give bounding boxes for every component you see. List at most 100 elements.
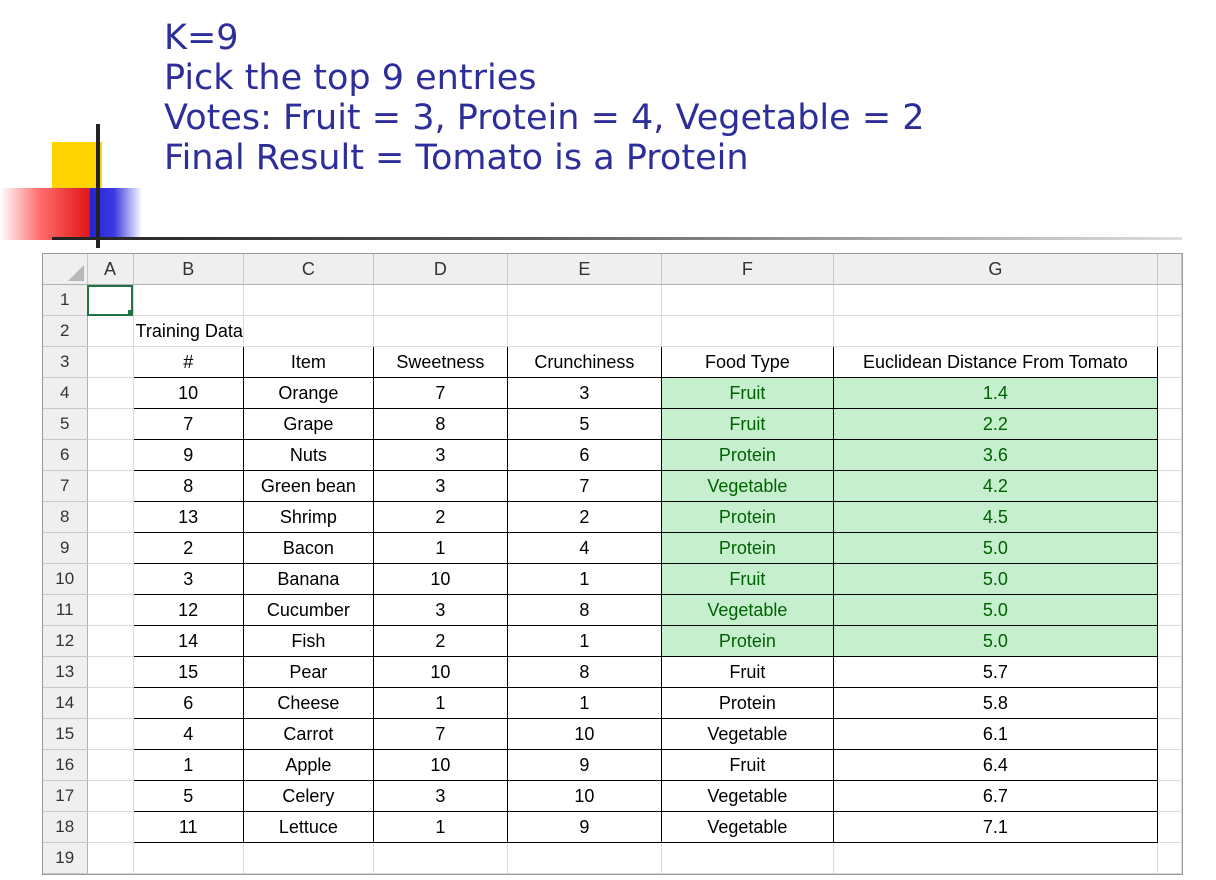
table-data-cell[interactable]: 1.4 [832, 377, 1158, 409]
table-data-cell[interactable]: 10 [506, 780, 662, 812]
table-data-cell[interactable]: 2 [132, 532, 244, 564]
row-header-14[interactable]: 14 [43, 687, 88, 719]
table-data-cell[interactable]: 3 [372, 594, 508, 626]
table-header-cell[interactable]: Crunchiness [506, 346, 662, 378]
table-data-cell[interactable]: Carrot [242, 718, 374, 750]
table-data-cell[interactable]: Nuts [242, 439, 374, 471]
table-data-cell[interactable]: Cucumber [242, 594, 374, 626]
table-data-cell[interactable]: Cheese [242, 687, 374, 719]
table-data-cell[interactable]: 13 [132, 501, 244, 533]
column-header-b[interactable]: B [133, 254, 244, 285]
table-data-cell[interactable]: 5.0 [832, 563, 1158, 595]
table-data-cell[interactable]: Fruit [660, 377, 834, 409]
active-cell-a1[interactable] [87, 284, 134, 316]
table-header-cell[interactable]: Item [242, 346, 374, 378]
cell-f1[interactable] [661, 284, 834, 316]
table-data-cell[interactable]: 8 [132, 470, 244, 502]
cell-a7[interactable] [87, 470, 134, 502]
row-header-3[interactable]: 3 [43, 346, 88, 378]
cell-e1[interactable] [507, 284, 662, 316]
table-data-cell[interactable]: 7 [372, 377, 508, 409]
table-data-cell[interactable]: Grape [242, 408, 374, 440]
table-data-cell[interactable]: Fruit [660, 749, 834, 781]
table-data-cell[interactable]: Vegetable [660, 594, 834, 626]
table-data-cell[interactable]: Vegetable [660, 811, 834, 843]
table-data-cell[interactable]: 6 [132, 687, 244, 719]
table-data-cell[interactable]: 14 [132, 625, 244, 657]
table-data-cell[interactable]: 12 [132, 594, 244, 626]
cell-b19[interactable] [133, 842, 244, 874]
row-header-5[interactable]: 5 [43, 408, 88, 440]
cell-e19[interactable] [507, 842, 662, 874]
table-data-cell[interactable]: 6.7 [832, 780, 1158, 812]
table-data-cell[interactable]: 9 [506, 749, 662, 781]
table-header-cell[interactable]: Euclidean Distance From Tomato [832, 346, 1158, 378]
table-data-cell[interactable]: 1 [506, 563, 662, 595]
cell-g2[interactable] [833, 315, 1158, 347]
cell-f19[interactable] [661, 842, 834, 874]
table-header-cell[interactable]: Food Type [660, 346, 834, 378]
table-data-cell[interactable]: 7 [506, 470, 662, 502]
table-data-cell[interactable]: 10 [132, 377, 244, 409]
cell-d19[interactable] [373, 842, 508, 874]
table-data-cell[interactable]: 11 [132, 811, 244, 843]
table-data-cell[interactable]: 7 [132, 408, 244, 440]
table-header-cell[interactable]: Sweetness [372, 346, 508, 378]
table-data-cell[interactable]: Protein [660, 625, 834, 657]
select-all-button[interactable] [43, 254, 88, 285]
row-header-6[interactable]: 6 [43, 439, 88, 471]
table-data-cell[interactable]: 4.2 [832, 470, 1158, 502]
table-data-cell[interactable]: 7 [372, 718, 508, 750]
table-data-cell[interactable]: Banana [242, 563, 374, 595]
table-data-cell[interactable]: 5.0 [832, 594, 1158, 626]
cell-c19[interactable] [243, 842, 374, 874]
table-data-cell[interactable]: Fruit [660, 408, 834, 440]
cell-a10[interactable] [87, 563, 134, 595]
table-data-cell[interactable]: 10 [372, 563, 508, 595]
row-header-13[interactable]: 13 [43, 656, 88, 688]
cell-a8[interactable] [87, 501, 134, 533]
row-header-1[interactable]: 1 [43, 284, 88, 316]
cell-c1[interactable] [243, 284, 374, 316]
table-data-cell[interactable]: 5.0 [832, 625, 1158, 657]
table-data-cell[interactable]: Green bean [242, 470, 374, 502]
table-data-cell[interactable]: 1 [506, 625, 662, 657]
table-data-cell[interactable]: Fish [242, 625, 374, 657]
cell-a6[interactable] [87, 439, 134, 471]
table-data-cell[interactable]: 1 [372, 811, 508, 843]
row-header-15[interactable]: 15 [43, 718, 88, 750]
cell-a3[interactable] [87, 346, 134, 378]
table-data-cell[interactable]: 10 [372, 656, 508, 688]
table-data-cell[interactable]: 1 [132, 749, 244, 781]
table-data-cell[interactable]: 2 [506, 501, 662, 533]
column-header-a[interactable]: A [87, 254, 134, 285]
table-data-cell[interactable]: 15 [132, 656, 244, 688]
table-data-cell[interactable]: 5.7 [832, 656, 1158, 688]
table-data-cell[interactable]: 7.1 [832, 811, 1158, 843]
table-data-cell[interactable]: 5.0 [832, 532, 1158, 564]
cell-a14[interactable] [87, 687, 134, 719]
row-header-10[interactable]: 10 [43, 563, 88, 595]
table-data-cell[interactable]: Fruit [660, 656, 834, 688]
table-data-cell[interactable]: 9 [506, 811, 662, 843]
table-data-cell[interactable]: 3.6 [832, 439, 1158, 471]
cell-a15[interactable] [87, 718, 134, 750]
cell-a16[interactable] [87, 749, 134, 781]
table-data-cell[interactable]: 8 [506, 656, 662, 688]
table-data-cell[interactable]: Shrimp [242, 501, 374, 533]
row-header-9[interactable]: 9 [43, 532, 88, 564]
cell-a5[interactable] [87, 408, 134, 440]
cell-e2[interactable] [507, 315, 662, 347]
table-data-cell[interactable]: Protein [660, 532, 834, 564]
column-header-c[interactable]: C [243, 254, 374, 285]
cell-g1[interactable] [833, 284, 1158, 316]
cell-a12[interactable] [87, 625, 134, 657]
row-header-16[interactable]: 16 [43, 749, 88, 781]
table-data-cell[interactable]: 3 [372, 439, 508, 471]
table-data-cell[interactable]: 8 [372, 408, 508, 440]
cell-g19[interactable] [833, 842, 1158, 874]
column-header-f[interactable]: F [661, 254, 834, 285]
table-data-cell[interactable]: 5 [132, 780, 244, 812]
column-header-e[interactable]: E [507, 254, 662, 285]
row-header-17[interactable]: 17 [43, 780, 88, 812]
